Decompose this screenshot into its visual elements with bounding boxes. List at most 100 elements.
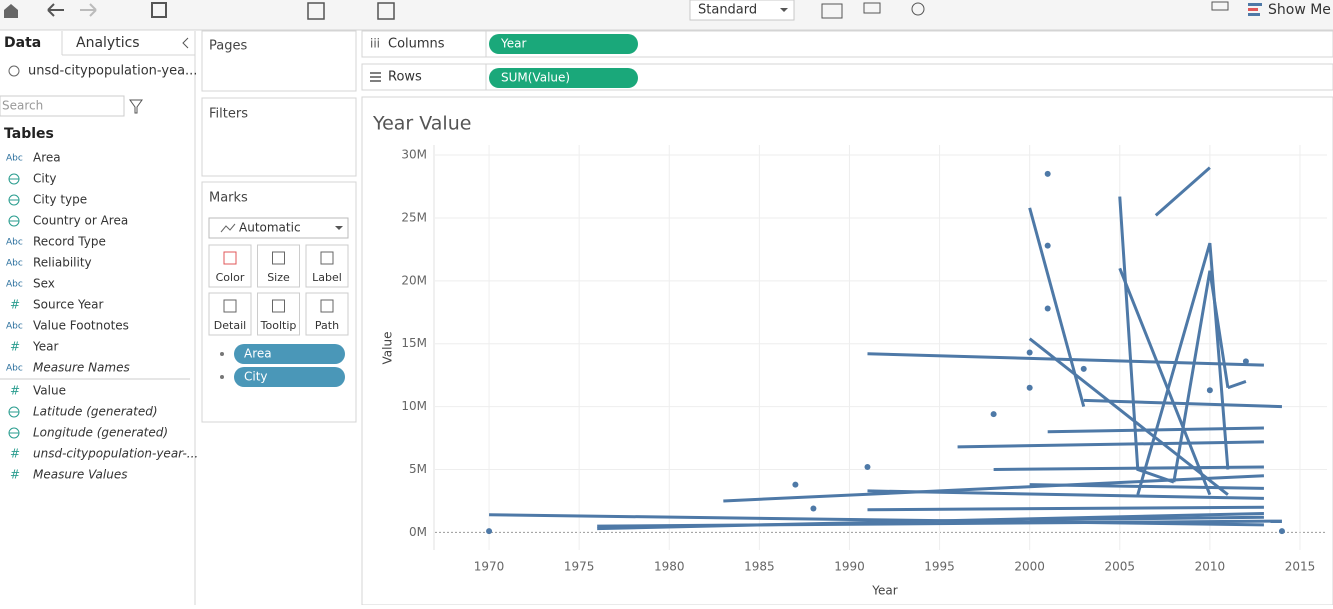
pages-card [201,30,357,92]
toolbar [0,0,1333,30]
mark-button-icon [272,251,285,265]
show-cards-icon[interactable] [821,3,843,19]
rows-label: Rows [388,70,422,85]
new-sheet-icon[interactable] [307,2,325,20]
pages-title: Pages [209,39,247,54]
field-name[interactable]: Longitude (generated) [33,426,168,440]
mark-pill[interactable] [234,344,345,364]
field-name[interactable]: Value Footnotes [33,319,129,333]
mark-pill-label: Area [244,347,272,361]
field-name[interactable]: Measure Names [33,361,130,375]
x-tick-label: 1995 [924,560,955,574]
data-point [810,505,817,512]
data-line [1029,515,1264,522]
data-point [1206,387,1213,394]
data-line [1154,166,1211,217]
data-line [993,465,1264,472]
data-point [1242,358,1249,365]
data-tab[interactable]: Data [4,35,41,51]
x-tick-label: 2000 [1014,560,1045,574]
datasource-icon [8,65,20,77]
field-name[interactable]: Country or Area [33,214,128,228]
y-tick-label: 30M [401,148,427,162]
data-line [1172,270,1230,483]
rows-icon [370,72,381,82]
field-type: # [10,298,20,312]
filters-title: Filters [209,107,248,122]
data-point [1044,170,1051,177]
field-type: Abc [6,280,23,290]
search-box[interactable] [0,95,125,117]
y-axis-title: Value [381,332,395,365]
data-line [957,440,1264,449]
mark-button-label: Tooltip [260,319,297,332]
field-name[interactable]: Source Year [33,298,104,312]
sum-value-pill[interactable] [489,68,638,88]
field-name[interactable]: Reliability [33,256,92,270]
field-type: Abc [6,154,23,164]
x-axis-title: Year [871,584,897,598]
x-tick-label: 1990 [834,560,865,574]
show-me[interactable]: Show Me [1268,2,1331,18]
year-pill[interactable] [489,34,638,54]
field-name[interactable]: City [33,172,57,186]
field-name[interactable]: Record Type [33,235,106,249]
presentation-icon[interactable] [863,2,881,14]
clear-sheet-icon[interactable] [377,2,395,20]
y-tick-label: 5M [409,462,427,476]
field-type: Abc [6,238,23,248]
data-line [1136,242,1230,496]
x-tick-label: 2005 [1104,560,1135,574]
field-name[interactable]: Year [32,340,58,354]
mark-button-label: Path [315,319,339,332]
redo-icon[interactable] [80,3,97,17]
mark-type-dropdown[interactable] [208,217,349,239]
field-name[interactable]: Value [33,384,66,398]
mark-button-icon [223,251,237,265]
filter-icon[interactable] [129,99,143,114]
y-tick-label: 15M [401,336,427,350]
data-point [990,411,997,418]
field-name[interactable]: City type [33,193,87,207]
data-point [864,463,871,470]
x-tick-label: 2010 [1195,560,1226,574]
mark-button-label: Detail [214,319,246,332]
view-mode: Standard [698,3,757,18]
datasource[interactable]: unsd-citypopulation-yea... [28,64,197,79]
field-type: # [10,447,20,461]
analytics-tab[interactable]: Analytics [76,35,140,51]
data-point [792,481,799,488]
field-name[interactable]: unsd-citypopulation-year-... [33,447,198,461]
view-area [361,96,1333,606]
y-tick-label: 0M [409,525,427,539]
mark-pill[interactable] [234,367,345,387]
highlight-icon[interactable] [1211,1,1229,11]
mark-pill-label: City [244,370,268,384]
share-icon[interactable] [911,2,925,16]
columns-label: Columns [388,37,445,52]
plot: 0M 5M 10M 15M 20M 25M 30M 1970 1975 1980 1985 1990 1… [401,145,1327,574]
field-name[interactable]: Latitude (generated) [33,405,158,419]
x-tick-label: 1975 [564,560,595,574]
data-line [867,489,1264,500]
mark-button-icon [320,299,334,313]
field-name[interactable]: Sex [33,277,55,291]
data-point [1044,242,1051,249]
data-line [1029,483,1264,490]
field-type: # [10,384,20,398]
data-line [597,512,1264,531]
data-point [1278,528,1285,535]
undo-icon[interactable] [47,3,64,17]
save-icon[interactable] [151,2,167,18]
collapse-icon[interactable] [182,37,189,49]
view-mode-dropdown[interactable] [689,0,795,21]
data-line [867,352,1264,367]
field-name[interactable]: Area [33,151,61,165]
field-name[interactable]: Measure Values [33,468,127,482]
home-icon[interactable] [4,4,18,18]
data-point [486,528,493,535]
field-type: Abc [6,364,23,374]
data-pane [0,31,195,605]
